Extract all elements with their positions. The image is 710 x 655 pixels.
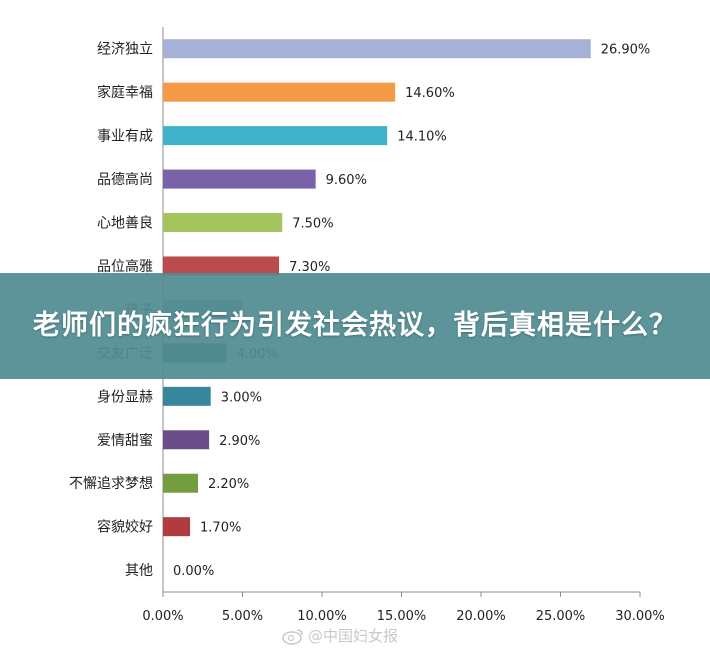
bar: [163, 169, 316, 189]
data-label: 26.90%: [601, 43, 651, 58]
category-label: 其他: [125, 563, 153, 579]
watermark-text: @中国妇女报: [308, 627, 399, 645]
category-label: 不懈追求梦想: [69, 475, 153, 492]
bar: [163, 517, 191, 537]
category-label: 身份显赫: [97, 389, 153, 405]
category-label: 心地善良: [97, 216, 153, 232]
bar: [163, 473, 198, 493]
category-label: 家庭幸福: [97, 84, 153, 101]
data-label: 0.00%: [173, 564, 214, 579]
x-tick-label: 15.00%: [377, 609, 427, 624]
bar: [163, 256, 280, 276]
x-tick-label: 30.00%: [615, 609, 665, 624]
data-label: 2.90%: [219, 434, 260, 449]
x-tick-label: 0.00%: [142, 609, 183, 624]
x-tick-label: 20.00%: [456, 609, 506, 624]
headline-banner: 老师们的疯狂行为引发社会热议，背后真相是什么？: [0, 273, 710, 379]
x-tick-label: 5.00%: [222, 609, 263, 624]
bar: [163, 126, 388, 146]
bar: [163, 213, 283, 233]
bar: [163, 430, 210, 450]
category-label: 经济独立: [97, 42, 153, 58]
category-label: 爱情甜蜜: [97, 433, 153, 449]
watermark: @中国妇女报: [282, 625, 398, 646]
data-label: 7.50%: [292, 217, 333, 232]
data-label: 3.00%: [221, 390, 262, 405]
data-label: 14.60%: [405, 86, 455, 101]
data-label: 2.20%: [208, 477, 249, 492]
data-label: 9.60%: [326, 173, 367, 188]
data-label: 14.10%: [397, 130, 447, 145]
category-label: 品位高雅: [97, 258, 153, 275]
headline-text: 老师们的疯狂行为引发社会热议，背后真相是什么？: [33, 310, 677, 341]
bar: [163, 39, 591, 59]
category-label: 容貌姣好: [97, 519, 153, 536]
category-label: 品德高尚: [97, 171, 153, 188]
weibo-icon: [282, 628, 303, 645]
bar: [163, 386, 211, 406]
x-tick-label: 10.00%: [297, 609, 347, 624]
category-label: 事业有成: [97, 129, 153, 145]
data-label: 1.70%: [200, 521, 241, 536]
bar: [163, 82, 396, 102]
x-tick-label: 25.00%: [536, 609, 586, 624]
data-label: 7.30%: [289, 260, 330, 275]
